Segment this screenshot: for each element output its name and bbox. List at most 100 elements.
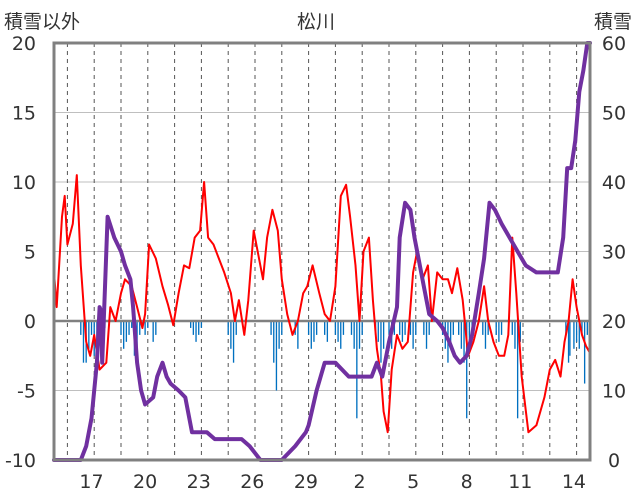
bar-98 xyxy=(586,321,588,335)
bar-77 xyxy=(466,321,468,419)
bar-37 xyxy=(297,321,299,349)
bar-32 xyxy=(273,321,275,363)
bar-46 xyxy=(340,321,342,349)
bar-18 xyxy=(144,321,146,335)
snow-depth-line xyxy=(52,41,592,462)
bar-1 xyxy=(82,321,85,363)
bar-61 xyxy=(401,321,404,342)
plot-frame-group xyxy=(52,41,592,462)
bar-30 xyxy=(235,321,237,335)
bar-9 xyxy=(120,321,122,335)
left-tick-label: 0 xyxy=(24,311,36,333)
bar-10 xyxy=(123,321,125,349)
right-tick-label: 60 xyxy=(602,33,626,55)
right-tick-label: 20 xyxy=(602,311,626,333)
bar-87 xyxy=(514,321,516,349)
right-tick-label: 50 xyxy=(602,103,626,125)
bar-12 xyxy=(128,321,130,335)
bar-41 xyxy=(315,321,318,335)
bar-3 xyxy=(88,321,90,349)
precipitation-bars xyxy=(80,321,588,419)
bar-44 xyxy=(334,321,337,335)
left-tick-label: 5 xyxy=(24,242,36,264)
x-tick-label: 23 xyxy=(187,471,211,493)
bar-45 xyxy=(337,321,339,342)
bar-27 xyxy=(227,321,229,335)
bar-86 xyxy=(511,321,513,335)
bar-78 xyxy=(468,321,471,349)
bar-31 xyxy=(270,321,272,335)
left-tick-label: 20 xyxy=(12,33,36,55)
bar-21 xyxy=(155,321,157,335)
bar-0 xyxy=(80,321,82,335)
bar-64 xyxy=(412,321,414,349)
bar-47 xyxy=(342,321,345,335)
bar-66 xyxy=(423,321,425,335)
bar-55 xyxy=(380,321,382,363)
bar-33 xyxy=(275,321,278,391)
x-tick-label: 2 xyxy=(353,471,365,493)
bar-62 xyxy=(404,321,406,335)
x-tick-label: 14 xyxy=(562,471,586,493)
bar-89 xyxy=(519,321,521,342)
bar-19 xyxy=(147,321,149,328)
x-tick-label: 29 xyxy=(294,471,318,493)
bar-95 xyxy=(578,321,580,349)
bar-92 xyxy=(569,321,571,356)
right-tick-label: 10 xyxy=(602,381,626,403)
bar-34 xyxy=(278,321,280,349)
bar-38 xyxy=(307,321,310,335)
bar-4 xyxy=(90,321,93,335)
left-tick-label: -5 xyxy=(17,381,36,403)
bar-72 xyxy=(449,321,452,349)
bar-63 xyxy=(409,321,412,335)
bar-50 xyxy=(356,321,358,419)
bar-85 xyxy=(500,321,503,335)
bar-94 xyxy=(575,321,578,342)
bar-65 xyxy=(415,321,417,335)
left-tick-label: -10 xyxy=(5,450,36,472)
bar-96 xyxy=(581,321,583,335)
temperature-line xyxy=(53,174,591,434)
bar-29 xyxy=(232,321,235,363)
x-tick-label: 8 xyxy=(461,471,473,493)
bar-90 xyxy=(565,321,567,335)
bar-13 xyxy=(131,321,133,328)
x-tick-label: 17 xyxy=(79,471,103,493)
bar-97 xyxy=(583,321,586,384)
bar-11 xyxy=(125,321,128,342)
right-tick-label: 30 xyxy=(602,242,626,264)
x-tick-label: 20 xyxy=(133,471,157,493)
bar-43 xyxy=(326,321,329,342)
bar-20 xyxy=(152,321,154,342)
bar-40 xyxy=(313,321,315,342)
left-tick-label: 15 xyxy=(12,103,36,125)
bar-74 xyxy=(458,321,460,335)
bar-82 xyxy=(487,321,489,335)
bar-81 xyxy=(484,321,487,349)
bar-23 xyxy=(192,321,195,335)
x-tick-label: 11 xyxy=(508,471,532,493)
bar-42 xyxy=(324,321,326,335)
bar-91 xyxy=(567,321,570,363)
bar-49 xyxy=(353,321,355,349)
bar-68 xyxy=(428,321,430,335)
bar-67 xyxy=(425,321,428,349)
bar-48 xyxy=(350,321,353,335)
bar-60 xyxy=(399,321,401,335)
x-tick-label: 5 xyxy=(407,471,419,493)
bar-39 xyxy=(310,321,312,349)
left-tick-label: 10 xyxy=(12,172,36,194)
grid xyxy=(54,42,590,461)
bar-93 xyxy=(573,321,575,349)
bar-76 xyxy=(463,321,465,363)
bar-88 xyxy=(516,321,519,419)
bar-73 xyxy=(452,321,454,335)
bar-54 xyxy=(377,321,379,342)
chart-title: 松川 xyxy=(297,11,335,33)
bar-16 xyxy=(139,321,141,335)
bar-26 xyxy=(200,321,203,328)
bar-56 xyxy=(382,321,385,349)
